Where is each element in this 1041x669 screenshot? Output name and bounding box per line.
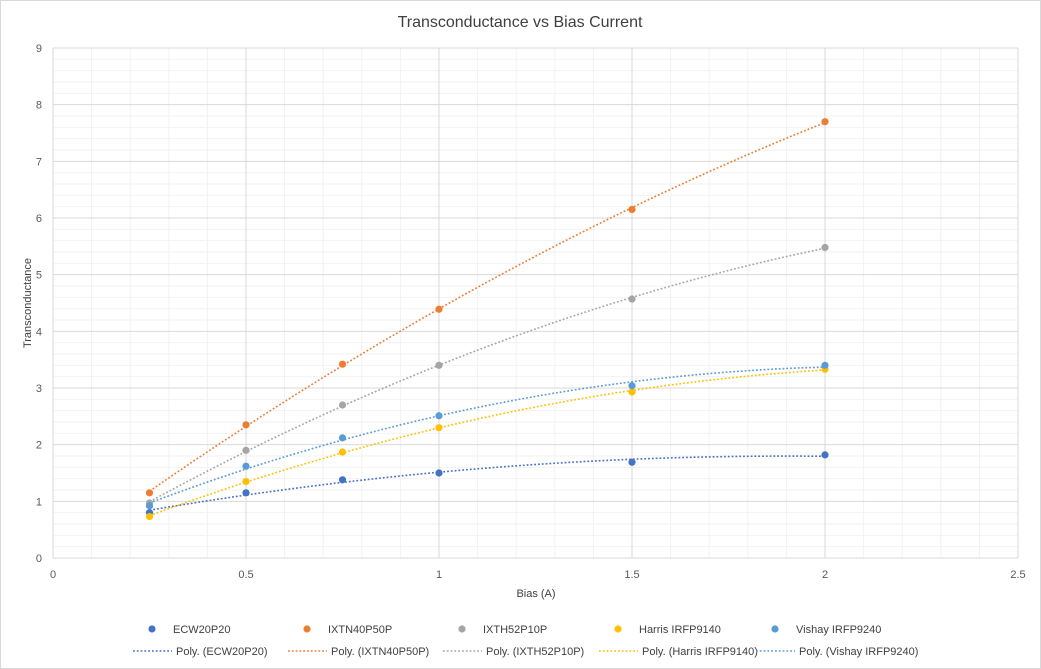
data-point	[628, 382, 636, 390]
data-point	[338, 476, 347, 484]
y-tick-label: 1	[36, 496, 42, 508]
x-axis-label: Bias (A)	[516, 588, 555, 600]
y-tick-label: 0	[36, 553, 42, 565]
data-point	[435, 305, 443, 313]
x-axis-ticks: 0 0.5 1 1.5 2 2.5	[50, 569, 1026, 581]
x-tick-label: 2.5	[1010, 569, 1025, 581]
y-tick-label: 8	[36, 100, 42, 112]
legend-trend-label: Poly. (ECW20P20)	[176, 646, 268, 658]
data-point	[242, 477, 250, 486]
major-gridlines	[52, 47, 1019, 559]
data-points	[145, 118, 829, 521]
data-point	[338, 448, 347, 456]
data-point	[242, 446, 250, 454]
chart-title: Transconductance vs Bias Current	[398, 14, 643, 31]
data-point	[338, 434, 347, 442]
legend-marker	[771, 625, 779, 633]
data-point	[821, 118, 829, 126]
legend-trend-label: Poly. (IXTH52P10P)	[486, 646, 584, 658]
data-point	[628, 295, 636, 303]
legend-marker	[458, 625, 466, 633]
data-point	[435, 469, 443, 477]
trendline	[149, 247, 826, 503]
x-tick-label: 0.5	[238, 569, 253, 581]
data-point	[821, 243, 829, 252]
legend-entry-label: IXTN40P50P	[328, 624, 392, 636]
y-tick-label: 7	[36, 156, 42, 168]
legend-trend-label: Poly. (Harris IRFP9140)	[642, 646, 758, 658]
data-point	[242, 489, 250, 497]
data-point	[145, 489, 154, 497]
data-point	[628, 388, 636, 396]
legend-entry-label: IXTH52P10P	[483, 624, 547, 636]
y-tick-label: 2	[36, 440, 42, 452]
data-point	[145, 513, 154, 521]
x-tick-label: 1.5	[624, 569, 639, 581]
y-tick-label: 9	[36, 43, 42, 55]
data-point	[435, 424, 443, 432]
x-tick-label: 2	[822, 569, 828, 581]
trendline	[149, 369, 826, 517]
y-tick-label: 5	[36, 270, 42, 282]
data-point	[338, 401, 347, 409]
data-point	[435, 412, 443, 420]
trendline	[149, 366, 826, 504]
y-tick-label: 3	[36, 383, 42, 395]
y-tick-label: 6	[36, 213, 42, 225]
data-point	[242, 462, 250, 470]
y-tick-label: 4	[36, 326, 42, 338]
minor-gridlines	[53, 48, 1018, 558]
legend: ECW20P20 Poly. (ECW20P20) IXTN40P50P Poly. …	[133, 624, 918, 658]
data-point	[821, 361, 829, 369]
y-axis-ticks: 0 1 2 3 4 5 6 7 8 9	[36, 43, 42, 565]
data-point	[338, 360, 347, 368]
data-point	[628, 458, 636, 466]
data-point	[145, 502, 154, 510]
data-point	[242, 421, 250, 429]
data-point	[435, 361, 443, 369]
legend-entry-label: Vishay IRFP9240	[796, 624, 881, 636]
data-point	[821, 451, 829, 459]
trendlines	[149, 121, 826, 517]
legend-marker	[303, 625, 311, 633]
data-point	[628, 205, 636, 214]
legend-trend-label: Poly. (Vishay IRFP9240)	[799, 646, 918, 658]
x-tick-label: 1	[436, 569, 442, 581]
legend-marker	[614, 625, 622, 633]
legend-entry-label: Harris IRFP9140	[639, 624, 721, 636]
legend-marker	[148, 625, 156, 633]
x-tick-label: 0	[50, 569, 56, 581]
legend-entry-label: ECW20P20	[173, 624, 230, 636]
legend-trend-label: Poly. (IXTN40P50P)	[331, 646, 429, 658]
y-axis-label: Transconductance	[22, 258, 34, 348]
